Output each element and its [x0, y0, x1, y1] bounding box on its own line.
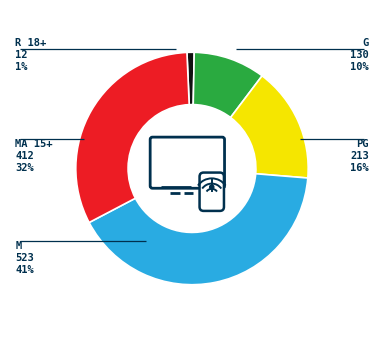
Wedge shape [187, 52, 194, 105]
Wedge shape [76, 53, 189, 222]
Wedge shape [193, 52, 262, 118]
Text: MA 15+
412
32%: MA 15+ 412 32% [15, 140, 53, 174]
FancyBboxPatch shape [200, 173, 224, 211]
Text: M
523
41%: M 523 41% [15, 241, 34, 275]
Text: G
130
10%: G 130 10% [350, 38, 369, 72]
Wedge shape [89, 174, 308, 285]
Text: PG
213
16%: PG 213 16% [350, 140, 369, 174]
FancyBboxPatch shape [150, 137, 225, 188]
Circle shape [210, 185, 214, 189]
Wedge shape [230, 76, 308, 178]
Text: R 18+
12
1%: R 18+ 12 1% [15, 38, 46, 72]
